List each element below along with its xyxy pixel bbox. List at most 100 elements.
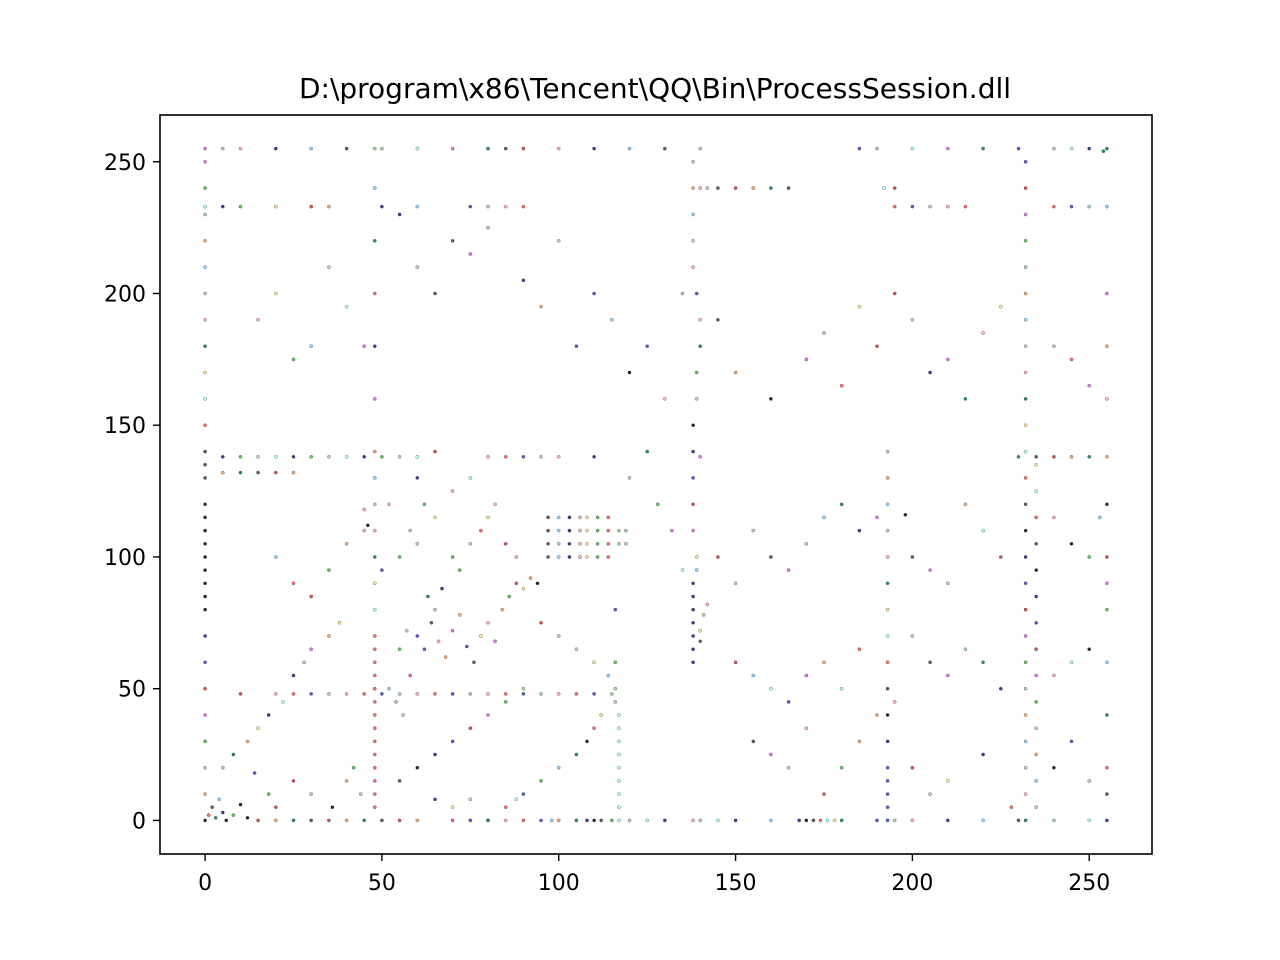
data-point <box>592 660 596 665</box>
data-point <box>203 594 207 599</box>
data-point <box>716 818 720 823</box>
data-point <box>426 594 430 599</box>
data-point <box>769 186 773 190</box>
data-point <box>680 568 685 572</box>
data-point <box>694 555 699 559</box>
data-point <box>610 818 614 823</box>
data-point <box>691 594 695 599</box>
data-point <box>556 765 561 770</box>
data-point <box>433 515 437 520</box>
data-point <box>691 607 695 612</box>
data-point <box>691 423 695 427</box>
y-tick-label: 150 <box>104 414 146 439</box>
data-point <box>882 186 886 190</box>
data-point <box>585 739 589 744</box>
data-point <box>617 528 621 533</box>
data-point <box>797 818 801 823</box>
data-point <box>309 647 313 651</box>
data-point <box>210 805 214 809</box>
data-point <box>1023 212 1028 217</box>
data-point <box>450 739 455 744</box>
data-point <box>769 555 773 559</box>
data-point <box>1105 581 1109 586</box>
data-point <box>885 779 890 783</box>
data-point <box>1087 455 1091 459</box>
data-point <box>344 779 349 783</box>
data-point <box>839 383 844 388</box>
data-point <box>274 805 278 809</box>
data-point <box>613 686 618 691</box>
data-point <box>645 449 649 454</box>
data-point <box>1034 621 1038 625</box>
data-point <box>701 613 706 617</box>
x-tick-label: 250 <box>1068 871 1110 896</box>
data-point <box>450 628 455 633</box>
data-point <box>928 204 932 209</box>
data-point <box>1087 146 1091 151</box>
data-point <box>203 660 207 665</box>
data-point <box>627 818 632 823</box>
data-point <box>885 634 890 638</box>
data-point <box>567 555 572 559</box>
data-point <box>981 331 985 335</box>
data-point <box>468 692 473 696</box>
data-point <box>1023 344 1028 348</box>
data-point <box>1098 515 1102 520</box>
data-point <box>751 186 756 190</box>
data-point <box>415 204 420 209</box>
data-point <box>1034 462 1038 467</box>
data-point <box>327 818 331 823</box>
data-point <box>203 146 207 151</box>
data-point <box>585 542 589 546</box>
data-point <box>885 581 890 586</box>
data-point <box>617 726 621 730</box>
data-point <box>397 647 402 651</box>
data-point <box>514 555 519 559</box>
data-point <box>1105 502 1109 507</box>
data-point <box>1069 542 1074 546</box>
data-point <box>818 818 823 823</box>
data-point <box>556 634 561 638</box>
data-point <box>373 146 377 151</box>
data-point <box>1105 397 1109 401</box>
data-point <box>1105 765 1109 770</box>
data-point <box>433 291 437 296</box>
data-point <box>206 813 211 817</box>
data-point <box>203 607 207 612</box>
data-point <box>380 455 384 459</box>
data-point <box>362 692 366 696</box>
data-point <box>1052 818 1056 823</box>
data-point <box>574 344 579 348</box>
data-point <box>274 692 278 696</box>
data-point <box>309 818 313 823</box>
data-point <box>592 818 596 823</box>
data-point <box>1023 660 1028 665</box>
data-point <box>231 752 236 757</box>
data-point <box>397 455 402 459</box>
data-point <box>733 660 738 665</box>
data-point <box>344 542 349 546</box>
data-point <box>694 370 699 375</box>
data-point <box>946 818 950 823</box>
data-point <box>468 818 473 823</box>
data-point <box>1105 146 1109 151</box>
data-point <box>1087 383 1091 388</box>
data-point <box>274 291 278 296</box>
data-point <box>373 528 377 533</box>
data-point <box>645 344 649 348</box>
data-point <box>694 397 699 401</box>
data-point <box>903 513 908 517</box>
data-point <box>493 639 497 644</box>
data-point <box>521 792 526 796</box>
data-point <box>733 818 738 823</box>
data-point <box>373 752 377 757</box>
data-point <box>358 792 363 796</box>
data-point <box>309 344 313 348</box>
data-point <box>595 555 600 559</box>
data-point <box>857 739 862 744</box>
data-point <box>450 146 455 151</box>
data-point <box>404 628 409 633</box>
data-point <box>663 397 667 401</box>
data-point <box>556 692 561 696</box>
data-point <box>401 713 405 717</box>
